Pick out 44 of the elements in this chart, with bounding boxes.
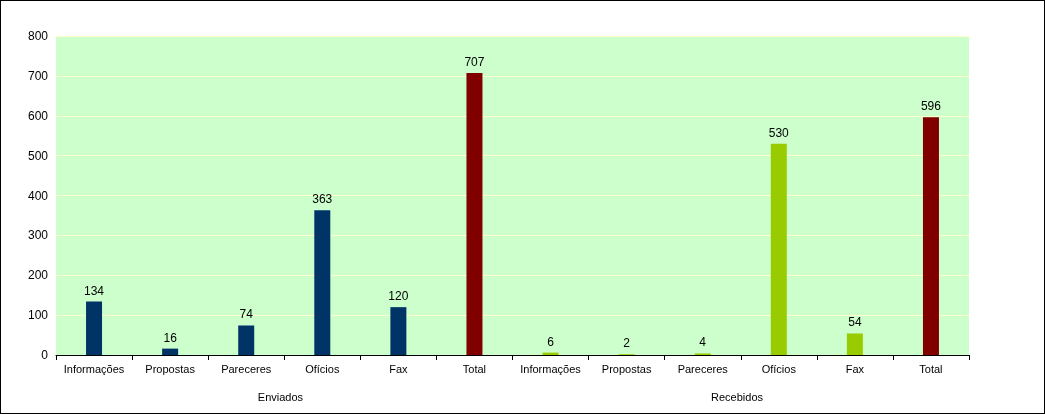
x-tick-label: Informações <box>63 362 125 375</box>
x-tick-label: Fax <box>389 362 409 375</box>
bar <box>390 307 407 355</box>
data-label: 4 <box>699 335 707 350</box>
bar <box>770 143 787 355</box>
text: Enviados <box>257 390 304 403</box>
x-tick-label: Informações <box>520 362 582 375</box>
data-label: 596 <box>920 99 942 114</box>
bar <box>162 348 179 355</box>
y-tick-label: 700 <box>27 68 49 83</box>
y-tick-label: 500 <box>27 148 49 163</box>
bar <box>846 333 863 355</box>
x-tick-label: Pareceres <box>677 362 729 375</box>
data-label: 54 <box>848 315 862 330</box>
y-tick-label: 600 <box>27 108 49 123</box>
data-label: 2 <box>623 336 631 351</box>
x-tick-label: Total <box>919 362 943 375</box>
x-tick-label: Ofícios <box>305 362 340 375</box>
bar <box>466 73 483 355</box>
data-label: 74 <box>239 307 254 322</box>
x-tick-label: Ofícios <box>761 362 797 375</box>
x-tick-label: Pareceres <box>221 362 272 375</box>
data-label: 120 <box>388 289 409 304</box>
data-label: 134 <box>84 283 105 298</box>
data-label: 363 <box>312 192 333 207</box>
data-label: 530 <box>768 125 790 140</box>
bar <box>314 210 331 355</box>
x-tick-label: Propostas <box>601 362 652 375</box>
bar <box>86 301 103 355</box>
data-label: 16 <box>163 330 178 345</box>
bar <box>922 117 939 355</box>
x-tick-label: Propostas <box>145 362 196 375</box>
x-tick-label: Total <box>462 362 487 375</box>
y-tick-label: 0 <box>41 348 49 362</box>
y-tick-label: 100 <box>27 308 49 323</box>
text: Recebidos <box>711 390 764 403</box>
y-tick-label: 800 <box>27 29 49 43</box>
bar <box>238 325 255 355</box>
data-label: 707 <box>464 55 485 70</box>
x-tick-label: Fax <box>845 362 865 375</box>
y-tick-label: 200 <box>27 268 49 283</box>
y-tick-label: 400 <box>27 188 49 203</box>
y-tick-label: 300 <box>27 228 49 243</box>
data-label: 6 <box>547 334 555 349</box>
